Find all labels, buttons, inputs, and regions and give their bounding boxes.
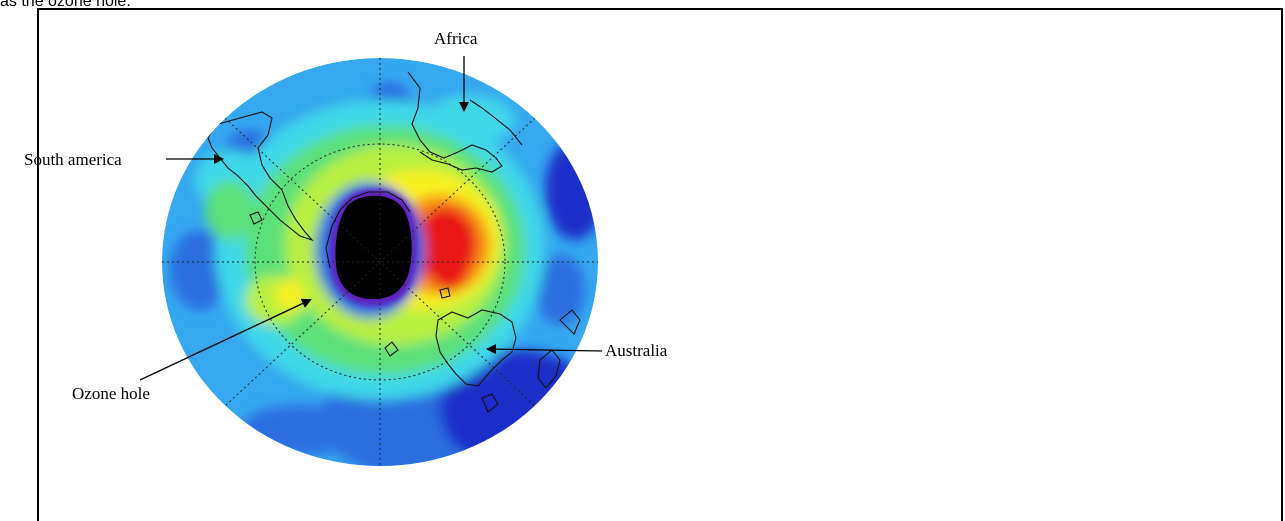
ozone-hole-region: [335, 195, 412, 300]
arrow-ozone-hole: [139, 298, 312, 381]
label-africa: Africa: [434, 29, 478, 112]
caption-fragment: as the ozone hole.: [0, 0, 131, 10]
label-australia: Australia: [486, 341, 668, 360]
label-africa-text: Africa: [434, 29, 478, 48]
label-south-america-text: South america: [24, 150, 122, 169]
polar-map-disc: [162, 58, 598, 466]
label-ozone-hole: Ozone hole: [72, 298, 312, 403]
label-australia-text: Australia: [605, 341, 668, 360]
coastlines: [207, 71, 581, 413]
graticule: [162, 58, 598, 466]
label-ozone-hole-text: Ozone hole: [72, 384, 150, 403]
label-south-america: South america: [24, 150, 224, 169]
arrow-australia: [486, 344, 603, 355]
